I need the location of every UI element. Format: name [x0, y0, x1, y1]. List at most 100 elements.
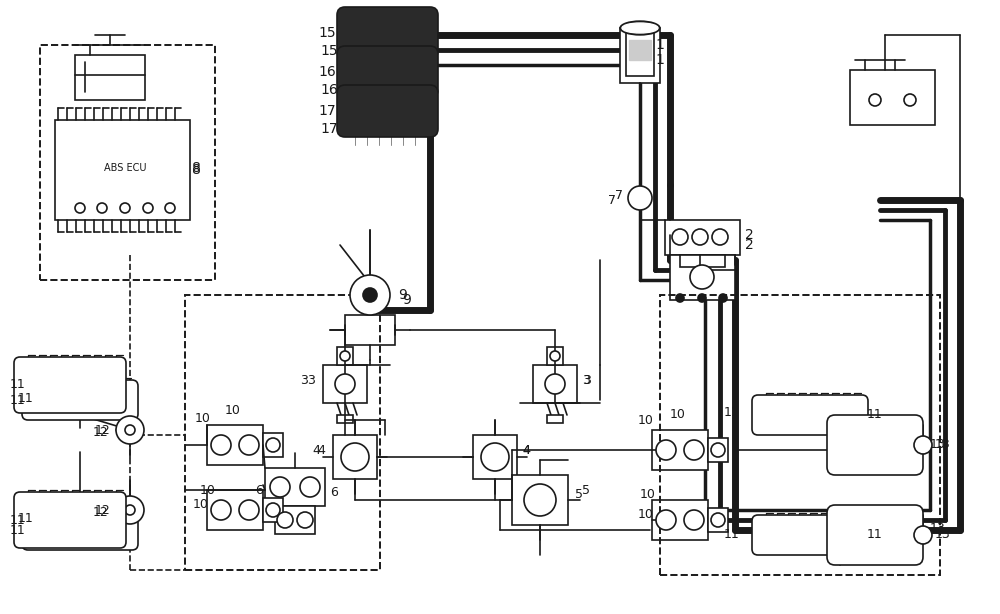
Text: 13: 13	[935, 529, 951, 542]
Circle shape	[239, 435, 259, 455]
Bar	[680, 255, 725, 267]
Text: 11: 11	[18, 511, 34, 524]
Circle shape	[684, 440, 704, 460]
FancyBboxPatch shape	[337, 85, 438, 137]
Bar	[473, 435, 517, 479]
Bar	[708, 438, 728, 462]
Text: 11: 11	[18, 392, 34, 405]
FancyBboxPatch shape	[14, 357, 126, 413]
Circle shape	[524, 484, 556, 516]
Bar	[670, 255, 735, 300]
Bar	[263, 498, 283, 522]
Circle shape	[340, 351, 350, 361]
Circle shape	[300, 477, 320, 497]
Text: 6: 6	[255, 483, 263, 497]
Text: 13: 13	[930, 521, 946, 535]
Bar	[323, 365, 367, 403]
Circle shape	[712, 229, 728, 245]
Text: 1: 1	[655, 38, 664, 52]
Ellipse shape	[620, 21, 660, 35]
Circle shape	[211, 435, 231, 455]
Circle shape	[211, 500, 231, 520]
Text: 5: 5	[575, 489, 583, 502]
FancyBboxPatch shape	[22, 380, 138, 420]
Text: 4: 4	[312, 443, 320, 456]
Text: 8: 8	[192, 161, 201, 175]
Text: 10: 10	[670, 408, 686, 421]
Circle shape	[690, 265, 714, 289]
Circle shape	[363, 288, 377, 302]
Text: 11: 11	[10, 513, 26, 526]
Circle shape	[270, 477, 290, 497]
Circle shape	[711, 443, 725, 457]
Text: 17: 17	[318, 104, 336, 118]
FancyBboxPatch shape	[22, 510, 138, 550]
Text: 4: 4	[317, 443, 325, 456]
FancyBboxPatch shape	[337, 7, 438, 59]
Circle shape	[341, 443, 369, 471]
Text: 17: 17	[320, 122, 338, 136]
Circle shape	[350, 275, 390, 315]
Circle shape	[120, 203, 130, 213]
Text: 11: 11	[724, 529, 740, 542]
Bar	[652, 430, 708, 470]
Text: 12: 12	[95, 503, 111, 516]
Bar	[652, 500, 708, 540]
Text: 13: 13	[935, 438, 951, 451]
Bar	[626, 32, 654, 76]
Text: 11: 11	[867, 529, 883, 542]
Bar	[512, 475, 568, 525]
Circle shape	[297, 512, 313, 528]
Circle shape	[116, 416, 144, 444]
Text: 15: 15	[318, 26, 336, 40]
Text: 4: 4	[522, 443, 530, 456]
Text: 3: 3	[582, 373, 590, 386]
FancyBboxPatch shape	[752, 515, 868, 555]
Text: 9: 9	[398, 288, 407, 302]
Bar	[265, 468, 325, 506]
Circle shape	[143, 203, 153, 213]
Bar	[333, 435, 377, 479]
Bar	[533, 365, 577, 403]
Bar	[185, 295, 380, 570]
Text: 16: 16	[320, 83, 338, 97]
Circle shape	[656, 510, 676, 530]
Text: 11: 11	[10, 394, 26, 406]
Text: 11: 11	[724, 405, 740, 419]
Bar	[275, 506, 315, 534]
Circle shape	[550, 351, 560, 361]
Text: 2: 2	[745, 228, 754, 242]
Bar	[547, 415, 563, 423]
FancyBboxPatch shape	[827, 415, 923, 475]
Text: 7: 7	[608, 193, 616, 206]
Bar	[337, 347, 353, 365]
Text: 10: 10	[195, 411, 211, 424]
Circle shape	[266, 438, 280, 452]
Bar	[708, 508, 728, 532]
Bar	[345, 315, 395, 345]
Bar	[263, 433, 283, 457]
Circle shape	[692, 229, 708, 245]
Circle shape	[711, 513, 725, 527]
Text: 13: 13	[930, 438, 946, 451]
Circle shape	[239, 500, 259, 520]
Circle shape	[165, 203, 175, 213]
Circle shape	[676, 294, 684, 302]
Bar	[850, 70, 935, 125]
Circle shape	[75, 203, 85, 213]
Bar	[55, 120, 190, 220]
Circle shape	[904, 94, 916, 106]
Text: 11: 11	[10, 524, 26, 537]
Ellipse shape	[622, 23, 658, 33]
Circle shape	[277, 512, 293, 528]
Text: 4: 4	[522, 443, 530, 456]
Bar	[207, 490, 263, 530]
Text: 12: 12	[95, 424, 111, 437]
Text: 1: 1	[655, 53, 664, 67]
Text: 3: 3	[583, 373, 591, 386]
Text: 15: 15	[320, 44, 338, 58]
Bar	[660, 295, 940, 575]
Text: 9: 9	[402, 293, 411, 307]
FancyBboxPatch shape	[752, 395, 868, 435]
Bar	[620, 28, 660, 83]
